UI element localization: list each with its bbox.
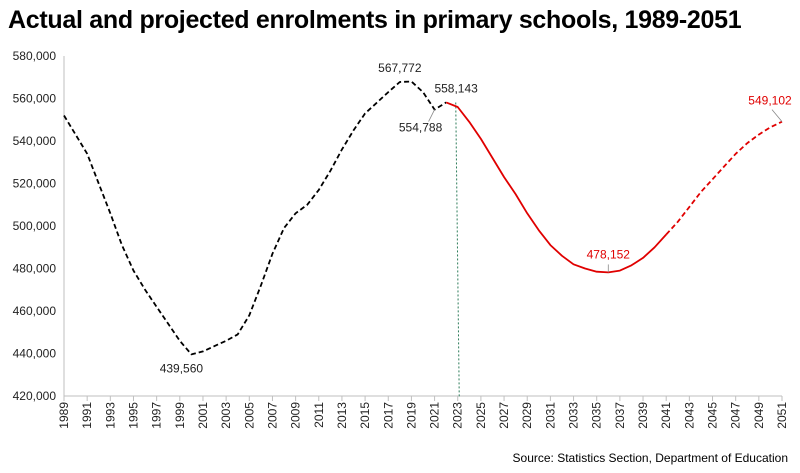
x-tick-label: 2041 (659, 402, 673, 429)
y-tick-label: 480,000 (13, 262, 57, 276)
chart-source: Source: Statistics Section, Department o… (512, 451, 788, 465)
data-label: 558,143 (434, 81, 478, 95)
x-tick-label: 2003 (219, 402, 233, 429)
x-tick-label: 1991 (80, 402, 94, 429)
x-tick-label: 2019 (404, 402, 418, 429)
y-axis: 420,000 440,000 460,000 480,000 500,000 520,0… (13, 49, 65, 403)
series-line-0 (63, 80, 447, 356)
y-tick-label: 460,000 (13, 304, 57, 318)
x-tick-label: 1997 (150, 402, 164, 429)
x-tick-label: 2009 (289, 402, 303, 429)
x-axis: 1989 1991 1993 1995 1997 1999 2001 2003 2005 2007… (57, 395, 789, 429)
x-tick-label: 2023 (451, 402, 465, 429)
y-tick-label: 420,000 (13, 389, 57, 403)
x-tick-label: 2007 (265, 402, 279, 429)
x-tick-label: 2039 (636, 402, 650, 429)
reference-line-group (455, 102, 460, 399)
y-tick-label: 580,000 (13, 49, 57, 63)
x-tick-label: 2029 (520, 402, 534, 429)
x-tick-label: 2011 (312, 402, 326, 428)
x-tick-label: 2045 (706, 402, 720, 429)
y-tick-label: 500,000 (13, 219, 57, 233)
chart-title: Actual and projected enrolments in prima… (8, 6, 742, 34)
x-tick-label: 2021 (428, 402, 442, 429)
y-tick-label: 540,000 (13, 134, 57, 148)
x-tick-label: 2047 (729, 402, 743, 429)
data-label: 549,102 (748, 94, 792, 108)
x-tick-label: 2031 (543, 402, 557, 429)
x-tick-label: 2051 (775, 402, 789, 429)
x-tick-label: 2015 (358, 402, 372, 429)
annotation-leader (771, 109, 783, 122)
y-tick-label: 440,000 (13, 347, 57, 361)
reference-line (455, 102, 460, 399)
y-tick-label: 560,000 (13, 92, 57, 106)
x-tick-label: 2017 (381, 402, 395, 429)
data-label: 554,788 (399, 121, 443, 135)
data-label: 567,772 (378, 61, 422, 75)
data-label: 439,560 (160, 361, 204, 375)
y-tick-label: 520,000 (13, 177, 57, 191)
x-tick-label: 2037 (613, 402, 627, 429)
annotations-group: 439,560 567,772 554,788 558,143 478,152 549,1… (160, 61, 792, 375)
x-tick-label: 1995 (126, 402, 140, 429)
series-group (63, 80, 783, 356)
series-line-1 (445, 101, 667, 274)
series-line-2 (665, 120, 783, 236)
x-tick-label: 2043 (682, 402, 696, 429)
x-tick-label: 1993 (103, 402, 117, 429)
data-label: 478,152 (587, 247, 631, 261)
x-tick-label: 2033 (567, 402, 581, 429)
x-tick-label: 2035 (590, 402, 604, 429)
x-tick-label: 2005 (242, 402, 256, 429)
annotation-leader (428, 109, 435, 122)
x-tick-label: 1989 (57, 402, 71, 429)
x-tick-label: 2027 (497, 402, 511, 429)
x-tick-label: 2049 (752, 402, 766, 429)
x-tick-label: 2001 (196, 402, 210, 429)
x-tick-label: 2025 (474, 402, 488, 429)
x-tick-label: 1999 (173, 402, 187, 429)
x-tick-label: 2013 (335, 402, 349, 429)
